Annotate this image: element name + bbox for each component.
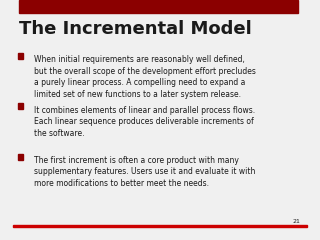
Text: 21: 21 bbox=[293, 219, 301, 224]
Text: When initial requirements are reasonably well defined,
but the overall scope of : When initial requirements are reasonably… bbox=[34, 55, 255, 99]
Bar bbox=[18, 154, 23, 160]
Text: The Incremental Model: The Incremental Model bbox=[19, 20, 252, 38]
Bar bbox=[19, 0, 298, 13]
Bar bbox=[18, 103, 23, 109]
Text: It combines elements of linear and parallel process flows.
Each linear sequence : It combines elements of linear and paral… bbox=[34, 106, 255, 138]
Bar bbox=[13, 225, 307, 227]
Text: The first increment is often a core product with many
supplementary features. Us: The first increment is often a core prod… bbox=[34, 156, 255, 188]
Bar bbox=[18, 53, 23, 59]
